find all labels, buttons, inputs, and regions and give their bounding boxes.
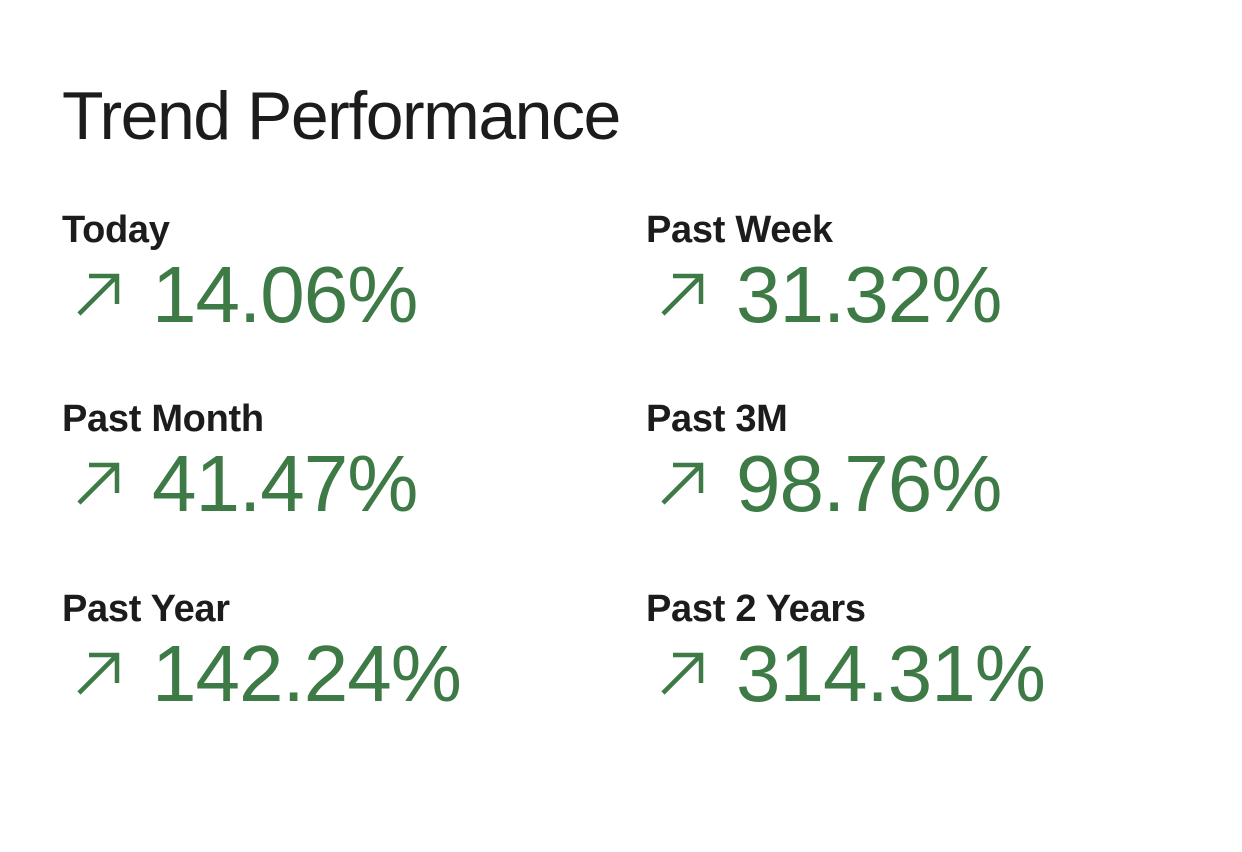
arrow-up-right-icon xyxy=(70,267,126,323)
metric-value-row: 41.47% xyxy=(62,439,418,528)
metric-value: 142.24% xyxy=(152,629,462,718)
arrow-up-right-icon xyxy=(654,646,710,702)
metric-value: 14.06% xyxy=(152,250,418,339)
metric-value-row: 31.32% xyxy=(646,250,1002,339)
metric-value: 41.47% xyxy=(152,439,418,528)
metric-label: Past Year xyxy=(62,588,230,630)
metric-label: Past Week xyxy=(646,209,833,251)
metric-value-row: 314.31% xyxy=(646,629,1046,718)
metric-value: 314.31% xyxy=(736,629,1046,718)
panel-title: Trend Performance xyxy=(62,78,621,154)
metric-past-2-years: Past 2 Years 314.31% xyxy=(646,586,1206,726)
metric-value-row: 142.24% xyxy=(62,629,462,718)
metric-label: Past Month xyxy=(62,398,264,440)
metric-past-3m: Past 3M 98.76% xyxy=(646,396,1206,536)
arrow-up-right-icon xyxy=(654,456,710,512)
arrow-up-right-icon xyxy=(654,267,710,323)
metric-value: 98.76% xyxy=(736,439,1002,528)
metric-label: Today xyxy=(62,209,170,251)
metric-past-week: Past Week 31.32% xyxy=(646,207,1206,347)
metric-value-row: 14.06% xyxy=(62,250,418,339)
metric-value: 31.32% xyxy=(736,250,1002,339)
arrow-up-right-icon xyxy=(70,456,126,512)
metric-value-row: 98.76% xyxy=(646,439,1002,528)
metric-label: Past 2 Years xyxy=(646,588,866,630)
metric-past-year: Past Year 142.24% xyxy=(62,586,622,726)
arrow-up-right-icon xyxy=(70,646,126,702)
metric-today: Today 14.06% xyxy=(62,207,622,347)
metric-label: Past 3M xyxy=(646,398,788,440)
metric-past-month: Past Month 41.47% xyxy=(62,396,622,536)
